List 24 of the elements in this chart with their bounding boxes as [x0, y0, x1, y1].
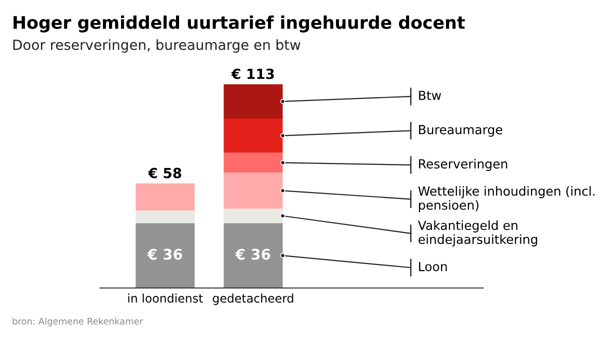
bar — [136, 183, 195, 210]
chart-title: Hoger gemiddeld uurtarief ingehuurde docent — [14, 16, 465, 32]
text: Loon — [419, 262, 447, 272]
total-label: € 113 — [231, 68, 274, 80]
text: Bureaumarge — [419, 125, 502, 137]
bar — [224, 172, 283, 209]
x-tick-label: gedetacheerd — [212, 294, 294, 305]
data-label: € 36 — [147, 248, 182, 260]
text: Wettelijke inhoudingen (incl. pensioen) — [418, 186, 595, 212]
bar — [136, 210, 195, 224]
text: Btw — [419, 90, 442, 100]
text: Vakantiegeld en eindejaarsuitkering — [418, 220, 538, 246]
bar — [224, 152, 283, 173]
chart-subtitle: Door reserveringen, bureaumarge en btw — [13, 39, 300, 53]
bar — [224, 84, 283, 119]
bar — [224, 208, 283, 224]
bar — [224, 118, 283, 153]
x-tick-label: in loondienst — [128, 294, 203, 303]
text: Reserveringen — [419, 158, 508, 171]
total-label: € 58 — [148, 168, 182, 178]
data-label: € 36 — [235, 248, 270, 260]
bar — [136, 223, 195, 288]
bar — [224, 223, 283, 288]
text: bron: Algemene Rekenkamer — [12, 318, 144, 326]
